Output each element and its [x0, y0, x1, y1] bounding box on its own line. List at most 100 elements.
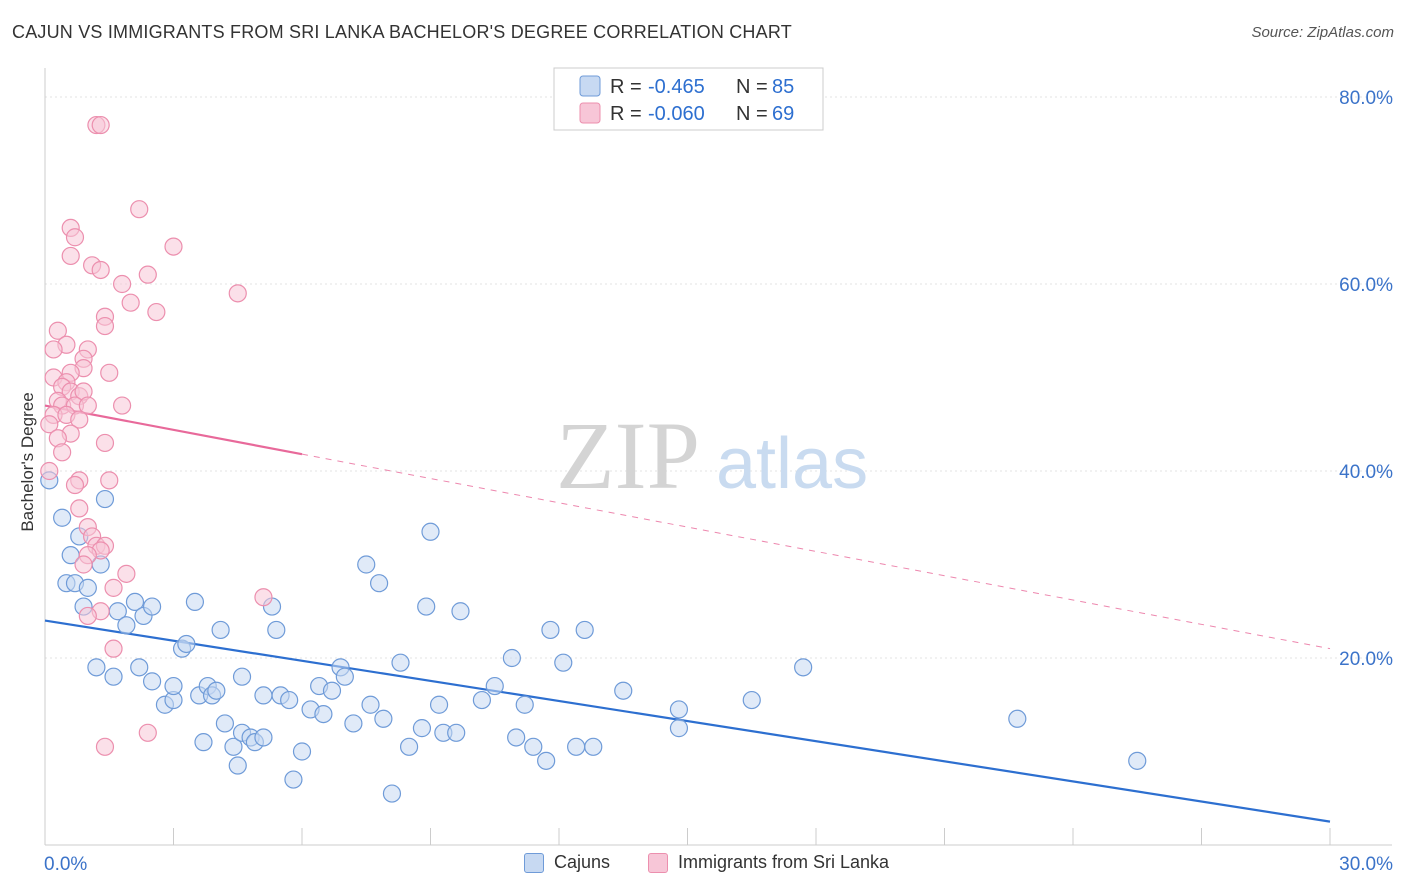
point-cajuns-76 [567, 737, 586, 756]
y-tick-label-1: 60.0% [1339, 275, 1393, 296]
point-cajuns-65 [447, 723, 466, 742]
point-cajuns-54 [361, 695, 380, 714]
x-tick-label-1: 30.0% [1339, 854, 1393, 875]
point-cajuns-30 [211, 620, 230, 640]
point-srilanka-15 [95, 316, 115, 336]
point-srilanka-4 [65, 228, 85, 247]
point-cajuns-34 [232, 667, 252, 686]
series-legend: Cajuns Immigrants from Sri Lanka [0, 852, 1406, 878]
legend-swatch-cajuns-bottom [524, 852, 544, 873]
point-cajuns-85 [1128, 751, 1147, 770]
point-cajuns-79 [614, 681, 633, 700]
point-cajuns-57 [382, 784, 402, 803]
point-cajuns-22 [164, 676, 183, 696]
legend-r-value-1: -0.465 [648, 76, 705, 98]
point-srilanka-2 [130, 200, 149, 219]
point-srilanka-61 [95, 737, 115, 756]
point-srilanka-10 [112, 274, 132, 294]
legend-n-value-2: 69 [772, 103, 794, 125]
point-cajuns-12 [125, 592, 145, 612]
legend-n-value-1: 85 [772, 76, 794, 98]
point-cajuns-72 [524, 737, 543, 756]
point-srilanka-37 [70, 410, 89, 429]
legend-item-cajuns: Cajuns [524, 852, 610, 873]
point-cajuns-63 [429, 695, 449, 714]
point-srilanka-9 [138, 265, 157, 284]
point-cajuns-45 [292, 742, 312, 761]
point-cajuns-78 [584, 737, 603, 756]
point-cajuns-32 [224, 737, 243, 756]
legend-swatch-srilanka-bottom [648, 852, 668, 873]
point-srilanka-42 [53, 443, 72, 462]
point-cajuns-58 [391, 653, 410, 672]
legend-n-label-1: N = [736, 76, 768, 98]
point-cajuns-73 [537, 751, 556, 770]
point-cajuns-24 [177, 634, 196, 654]
point-srilanka-62 [138, 723, 157, 742]
point-cajuns-66 [451, 602, 470, 621]
y-axis-label: Bachelor's Degree [18, 392, 37, 531]
point-cajuns-51 [335, 667, 354, 686]
point-srilanka-8 [91, 260, 110, 280]
point-cajuns-80 [669, 719, 689, 738]
source-label: Source: ZipAtlas.com [1251, 24, 1394, 41]
point-cajuns-33 [228, 756, 247, 775]
point-cajuns-84 [1008, 709, 1027, 728]
axes [44, 68, 1392, 846]
legend-n-label-2: N = [736, 103, 768, 125]
data-points [40, 115, 1147, 803]
point-cajuns-15 [185, 592, 205, 612]
legend-r-label-1: R = [610, 76, 642, 98]
point-srilanka-60 [104, 639, 123, 658]
point-cajuns-69 [502, 648, 521, 668]
point-cajuns-49 [322, 681, 342, 700]
point-srilanka-45 [100, 471, 119, 490]
point-srilanka-41 [95, 433, 115, 453]
point-cajuns-6 [78, 578, 97, 597]
point-cajuns-75 [554, 653, 573, 672]
point-cajuns-67 [472, 690, 491, 710]
point-srilanka-12 [228, 284, 247, 303]
point-cajuns-26 [194, 733, 213, 752]
point-cajuns-41 [267, 620, 286, 640]
point-cajuns-38 [254, 686, 273, 705]
point-cajuns-83 [794, 658, 813, 677]
point-srilanka-16 [48, 321, 67, 340]
point-cajuns-56 [374, 709, 393, 728]
point-cajuns-52 [344, 714, 363, 733]
point-srilanka-1 [91, 115, 110, 135]
legend-label-cajuns: Cajuns [554, 852, 611, 872]
legend-item-srilanka: Immigrants from Sri Lanka [648, 852, 889, 873]
point-srilanka-11 [121, 293, 140, 312]
point-cajuns-43 [280, 690, 299, 710]
point-cajuns-29 [207, 681, 226, 700]
point-srilanka-55 [117, 564, 136, 583]
y-tick-label-0: 80.0% [1339, 88, 1393, 109]
trend-line-cajuns [44, 619, 1331, 823]
point-cajuns-68 [485, 676, 504, 696]
legend-swatch-srilanka [579, 102, 601, 124]
point-cajuns-48 [314, 704, 333, 724]
point-srilanka-24 [100, 363, 119, 382]
point-cajuns-77 [575, 620, 594, 640]
point-cajuns-11 [117, 616, 136, 635]
point-cajuns-16 [87, 658, 106, 677]
point-cajuns-81 [669, 700, 689, 719]
point-cajuns-1 [53, 508, 72, 527]
point-srilanka-46 [65, 475, 85, 495]
point-cajuns-55 [370, 574, 389, 593]
point-cajuns-74 [541, 620, 560, 640]
stats-legend: R = -0.465 N = 85 R = -0.060 N = 69 [553, 67, 824, 131]
watermark-atlas: atlas [716, 424, 868, 504]
point-srilanka-18 [44, 340, 63, 359]
point-cajuns-19 [142, 672, 162, 691]
legend-r-label-2: R = [610, 103, 642, 125]
point-srilanka-34 [112, 396, 132, 415]
legend-swatch-cajuns [579, 75, 601, 97]
y-tick-label-2: 40.0% [1339, 462, 1393, 483]
point-cajuns-53 [357, 555, 376, 574]
point-cajuns-61 [417, 597, 436, 616]
point-srilanka-57 [254, 588, 273, 607]
grid-lines [45, 96, 1392, 659]
